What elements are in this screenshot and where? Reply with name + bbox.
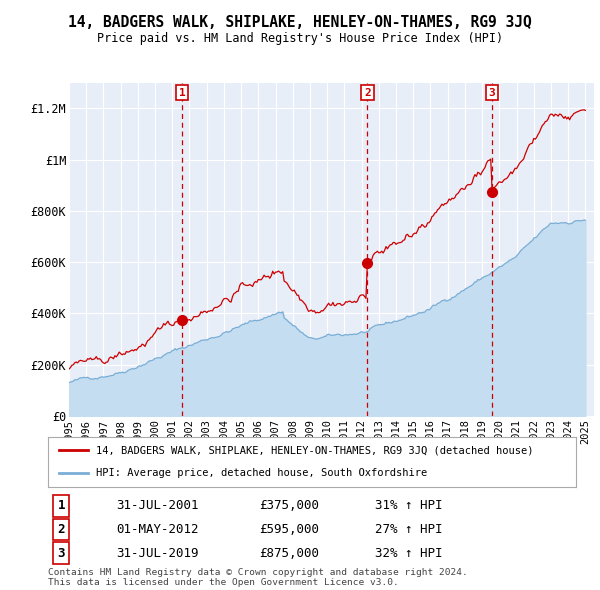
- Text: 2: 2: [364, 87, 371, 97]
- Text: 3: 3: [489, 87, 496, 97]
- Text: 32% ↑ HPI: 32% ↑ HPI: [376, 546, 443, 560]
- Text: £595,000: £595,000: [259, 523, 319, 536]
- Text: 1: 1: [58, 499, 65, 513]
- Text: 2: 2: [58, 523, 65, 536]
- Text: 14, BADGERS WALK, SHIPLAKE, HENLEY-ON-THAMES, RG9 3JQ (detached house): 14, BADGERS WALK, SHIPLAKE, HENLEY-ON-TH…: [95, 445, 533, 455]
- Text: £875,000: £875,000: [259, 546, 319, 560]
- Text: 31-JUL-2019: 31-JUL-2019: [116, 546, 199, 560]
- Text: Contains HM Land Registry data © Crown copyright and database right 2024.
This d: Contains HM Land Registry data © Crown c…: [48, 568, 468, 587]
- Text: 1: 1: [179, 87, 185, 97]
- Text: 01-MAY-2012: 01-MAY-2012: [116, 523, 199, 536]
- Text: 31-JUL-2001: 31-JUL-2001: [116, 499, 199, 513]
- Text: £375,000: £375,000: [259, 499, 319, 513]
- Text: Price paid vs. HM Land Registry's House Price Index (HPI): Price paid vs. HM Land Registry's House …: [97, 32, 503, 45]
- Text: 31% ↑ HPI: 31% ↑ HPI: [376, 499, 443, 513]
- Text: HPI: Average price, detached house, South Oxfordshire: HPI: Average price, detached house, Sout…: [95, 468, 427, 478]
- Text: 14, BADGERS WALK, SHIPLAKE, HENLEY-ON-THAMES, RG9 3JQ: 14, BADGERS WALK, SHIPLAKE, HENLEY-ON-TH…: [68, 15, 532, 30]
- Text: 27% ↑ HPI: 27% ↑ HPI: [376, 523, 443, 536]
- Text: 3: 3: [58, 546, 65, 560]
